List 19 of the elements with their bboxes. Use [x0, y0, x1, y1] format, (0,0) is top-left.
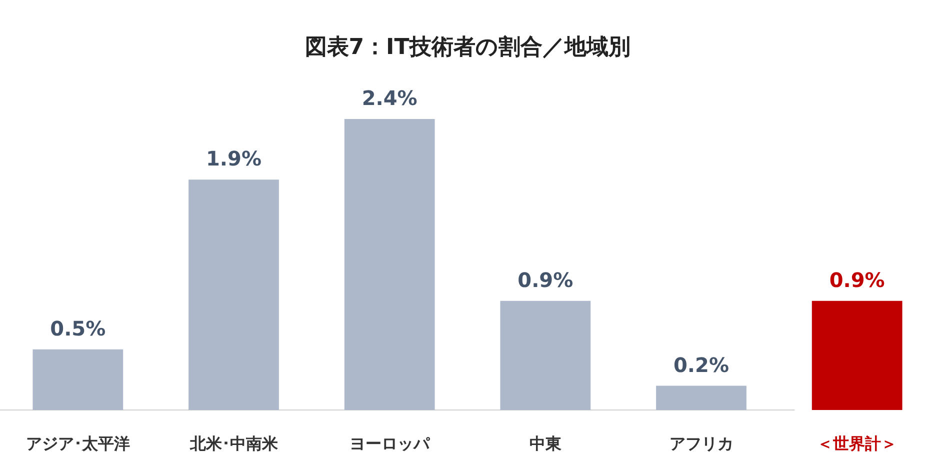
data-label: 0.9% — [518, 268, 574, 292]
x-tick-label: 北米･中南米 — [188, 434, 279, 453]
x-tick-label: ヨーロッパ — [350, 434, 431, 453]
bar — [812, 300, 902, 410]
bar — [344, 119, 435, 410]
chart-title: 図表7：IT技術者の割合／地域別 — [304, 35, 630, 60]
data-label: 0.9% — [829, 268, 885, 292]
data-label: 2.4% — [362, 86, 418, 110]
bar — [188, 180, 279, 410]
x-tick-label: ＜世界計＞ — [817, 434, 898, 453]
data-label: 1.9% — [206, 146, 262, 171]
x-tick-label: 中東 — [529, 434, 562, 453]
data-label: 0.5% — [50, 316, 106, 340]
bar — [656, 386, 746, 410]
x-tick-label: アフリカ — [669, 434, 734, 453]
bar — [32, 349, 124, 410]
x-tick-label: アジア･太平洋 — [26, 434, 130, 453]
data-label: 0.2% — [674, 352, 729, 377]
bar — [500, 300, 591, 410]
